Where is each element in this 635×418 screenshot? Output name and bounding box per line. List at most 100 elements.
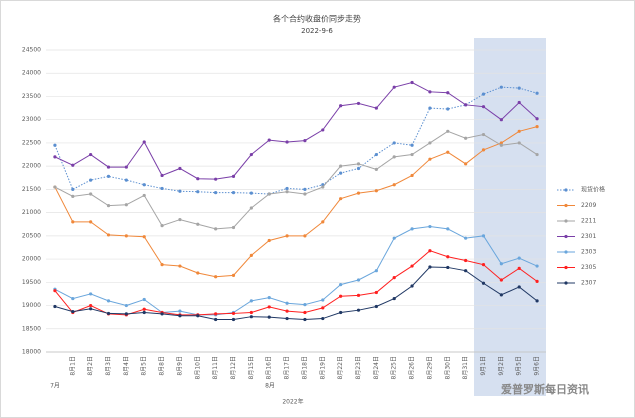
point [267,138,271,142]
point [321,220,325,224]
chart-subtitle: 2022-9-6 [301,27,333,35]
x-tick-label: 9月2日 [498,356,505,376]
point [464,103,468,107]
point [374,167,378,172]
legend-label: 2303 [581,249,596,256]
point [71,163,75,167]
point [303,139,307,143]
point [249,299,253,303]
point [178,217,182,222]
point [106,311,111,316]
point [464,269,468,273]
watermark: 爱普罗斯每日资讯 [501,382,589,396]
point [428,106,432,110]
point [106,299,111,303]
point [178,314,182,318]
point [356,308,361,312]
highlight-region [474,38,546,396]
point [178,189,182,193]
point [89,292,93,296]
y-tick-label: 19000 [22,302,41,309]
y-tick-label: 23500 [22,93,41,100]
point [499,85,503,89]
point [142,193,146,198]
point [89,303,93,308]
x-tick-label: 8月11日 [212,356,219,379]
point [124,303,128,308]
series-line [54,226,538,316]
point [249,315,253,319]
point [535,125,539,129]
point [71,296,75,301]
point [374,189,378,193]
point [267,305,271,309]
point [374,304,378,309]
point [142,307,146,311]
point [106,233,111,237]
point [535,299,539,303]
point [499,262,503,266]
point [53,143,57,147]
point [53,304,57,309]
point [464,136,468,140]
point [517,129,521,133]
point [428,157,432,161]
point [535,152,539,157]
point [428,265,432,269]
point [339,104,343,108]
point [231,273,236,277]
point [124,312,128,316]
x-tick-label: 8月25日 [391,356,398,379]
x-tick-label: 8月3日 [105,356,112,376]
point [142,310,146,315]
series-line [54,130,538,230]
point [124,234,128,238]
x-tick-label: 8月5日 [141,356,148,376]
point [303,187,307,191]
x-tick-label: 9月6日 [534,356,541,376]
point [214,177,218,181]
point [481,281,486,285]
point [339,171,343,175]
point [339,283,343,287]
point [231,191,236,195]
point [106,165,111,169]
point [392,85,396,89]
point [196,271,200,275]
y-tick-label: 22000 [22,163,41,170]
point [356,191,361,195]
point [356,162,361,166]
point [71,309,75,314]
point [178,264,182,268]
point [374,269,378,273]
x-tick-label: 8月29日 [426,356,433,379]
legend-label: 2211 [581,218,596,225]
x-tick-label: 8月1日 [69,356,76,376]
point [410,227,414,231]
series-line [54,126,538,278]
point [142,140,146,144]
x-group-label: 7月 [50,383,60,390]
x-tick-label: 8月4日 [123,356,130,376]
x-tick-label: 8月22日 [337,356,344,379]
legend-label: 2305 [581,264,596,271]
legend-label: 2307 [581,280,596,287]
point [446,255,450,259]
point [160,263,164,267]
point [303,310,307,315]
point [285,140,289,144]
point [446,265,450,270]
x-tick-label: 8月12日 [230,356,237,379]
y-tick-label: 21000 [22,209,41,216]
x-tick-label: 8月9日 [176,356,183,376]
chart-title: 各个合约收盘价同步走势 [273,14,361,24]
point [517,141,521,145]
point [124,203,128,207]
x-tick-label: 8月24日 [373,356,380,379]
y-tick-label: 24000 [22,70,41,77]
x-tick-label: 8月26日 [409,356,416,379]
point [321,185,325,189]
point [89,220,93,224]
point [303,192,307,196]
point [410,143,414,147]
